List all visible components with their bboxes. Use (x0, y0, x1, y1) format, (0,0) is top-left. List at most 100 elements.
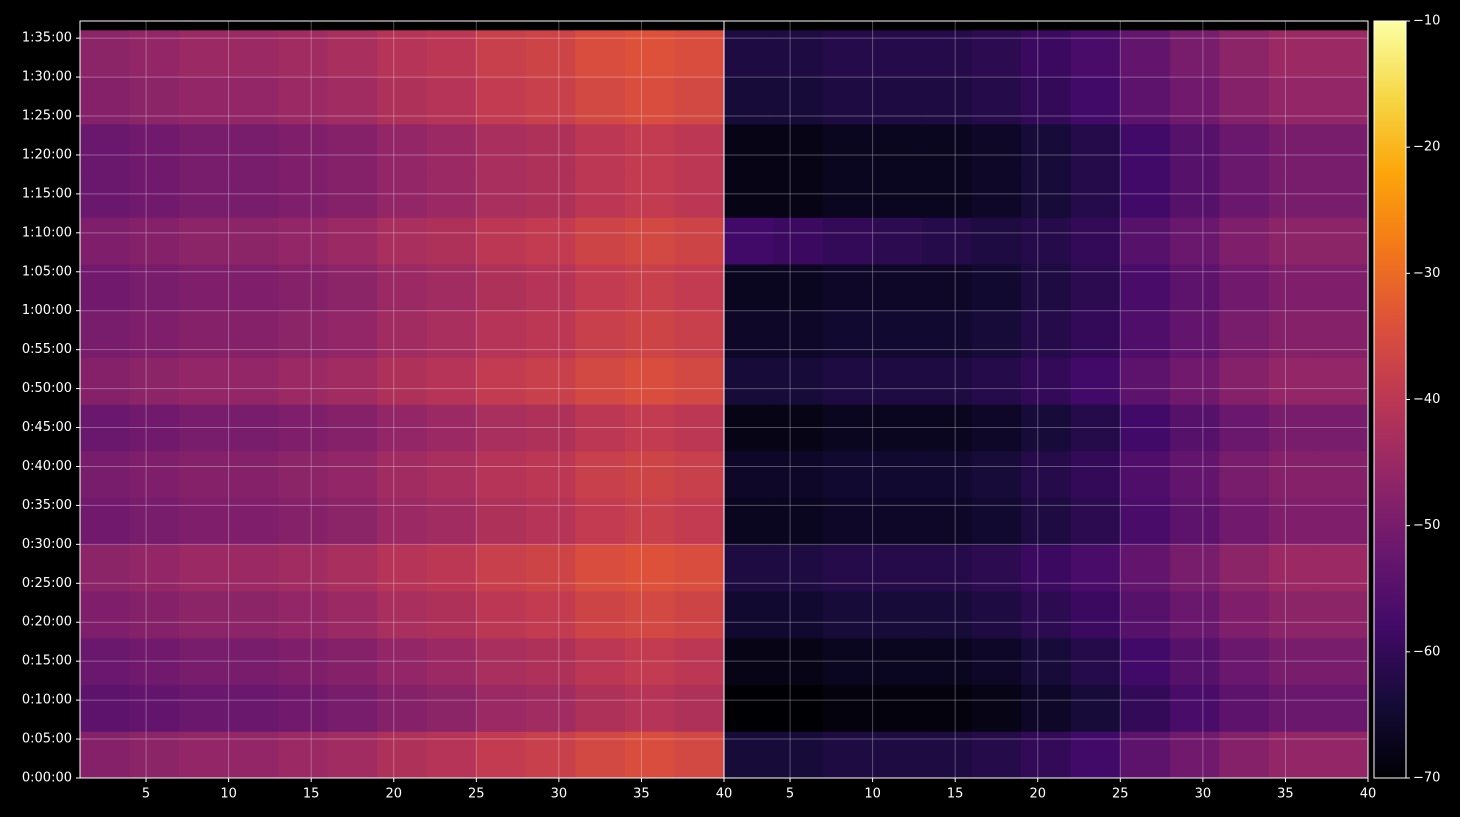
heat-cell (1169, 357, 1220, 405)
heat-cell (575, 404, 626, 452)
heat-cell (674, 357, 724, 405)
heat-cell (426, 591, 477, 639)
colorbar (1373, 20, 1407, 779)
heat-cell (575, 637, 626, 686)
x-tick-label: 15 (947, 787, 964, 802)
heat-cell (80, 404, 131, 452)
heat-cell (872, 217, 923, 265)
heat-cell (426, 357, 477, 405)
heat-cell (1021, 637, 1072, 686)
heat-cell (1120, 30, 1171, 78)
heat-cell (525, 263, 576, 312)
heat-cell (1219, 77, 1270, 125)
heat-cell (872, 637, 923, 686)
heat-cell (872, 497, 923, 545)
heat-cell (773, 404, 824, 452)
heat-cell (1070, 310, 1121, 358)
heat-cell (823, 310, 874, 358)
heat-cell (1268, 544, 1319, 592)
heat-cell (1268, 404, 1319, 452)
x-tick-label: 30 (1195, 787, 1212, 802)
x-tick-label: 5 (786, 787, 794, 802)
heat-cell (179, 170, 230, 218)
heat-cell (922, 123, 973, 172)
heat-cell (179, 591, 230, 639)
heat-cell (971, 637, 1022, 686)
heat-cell (377, 123, 428, 172)
y-tick-label: 0:00:00 (22, 771, 72, 786)
heat-cell (129, 684, 180, 732)
heat-cell (872, 731, 923, 778)
heat-cell (525, 544, 576, 592)
x-tick-label: 25 (468, 787, 485, 802)
heat-cell (179, 310, 230, 358)
heat-cell (327, 263, 378, 312)
heat-cell (1268, 591, 1319, 639)
heat-cell (1021, 450, 1072, 499)
heat-cell (575, 591, 626, 639)
x-tick-label: 40 (716, 787, 733, 802)
heat-cell (922, 544, 973, 592)
heat-cell (476, 450, 527, 499)
heat-cell (575, 357, 626, 405)
heat-cell (80, 684, 131, 732)
heat-cell (674, 310, 724, 358)
heat-cell (575, 450, 626, 499)
heat-cell (575, 123, 626, 172)
heat-cell (129, 731, 180, 778)
heat-cell (525, 497, 576, 545)
heat-cell (1120, 497, 1171, 545)
x-tick-label: 20 (385, 787, 402, 802)
heat-cell (674, 731, 724, 778)
heat-cell (674, 684, 724, 732)
heat-cell (922, 357, 973, 405)
heat-cell (971, 310, 1022, 358)
x-tick-label: 10 (220, 787, 237, 802)
heat-cell (228, 731, 279, 778)
heat-cell (724, 170, 775, 218)
heat-cell (971, 217, 1022, 265)
heat-cell (228, 170, 279, 218)
heat-cell (872, 263, 923, 312)
heat-cell (823, 263, 874, 312)
heat-cell (1021, 310, 1072, 358)
heat-cell (1021, 357, 1072, 405)
heat-cell (426, 170, 477, 218)
heat-cell (773, 310, 824, 358)
heat-cell (724, 30, 775, 78)
heat-cell (426, 263, 477, 312)
heat-cell (1070, 217, 1121, 265)
heat-cell (1268, 450, 1319, 499)
heat-cell (971, 684, 1022, 732)
heat-cell (773, 170, 824, 218)
colorbar-tick-label: −60 (1413, 644, 1440, 659)
heat-cell (80, 591, 131, 639)
colorbar-tick-label: −50 (1413, 518, 1440, 533)
heat-cell (624, 357, 675, 405)
heat-cell (922, 217, 973, 265)
heat-cell (1318, 497, 1368, 545)
heat-cell (922, 263, 973, 312)
heat-cell (525, 731, 576, 778)
heat-cell (228, 497, 279, 545)
heat-cell (674, 497, 724, 545)
heat-cell (129, 123, 180, 172)
heat-cell (823, 731, 874, 778)
heat-cell (80, 450, 131, 499)
heat-cell (327, 404, 378, 452)
heat-cell (674, 544, 724, 592)
heat-cell (278, 357, 329, 405)
heat-cell (971, 357, 1022, 405)
heat-cell (1219, 217, 1270, 265)
heat-cell (773, 497, 824, 545)
heat-cell (1021, 591, 1072, 639)
heat-cell (1169, 544, 1220, 592)
heat-cell (1021, 684, 1072, 732)
heat-cell (228, 591, 279, 639)
heat-cell (1120, 544, 1171, 592)
heat-cell (1021, 170, 1072, 218)
heat-cell (724, 310, 775, 358)
heat-cell (1120, 404, 1171, 452)
heat-cell (1120, 450, 1171, 499)
